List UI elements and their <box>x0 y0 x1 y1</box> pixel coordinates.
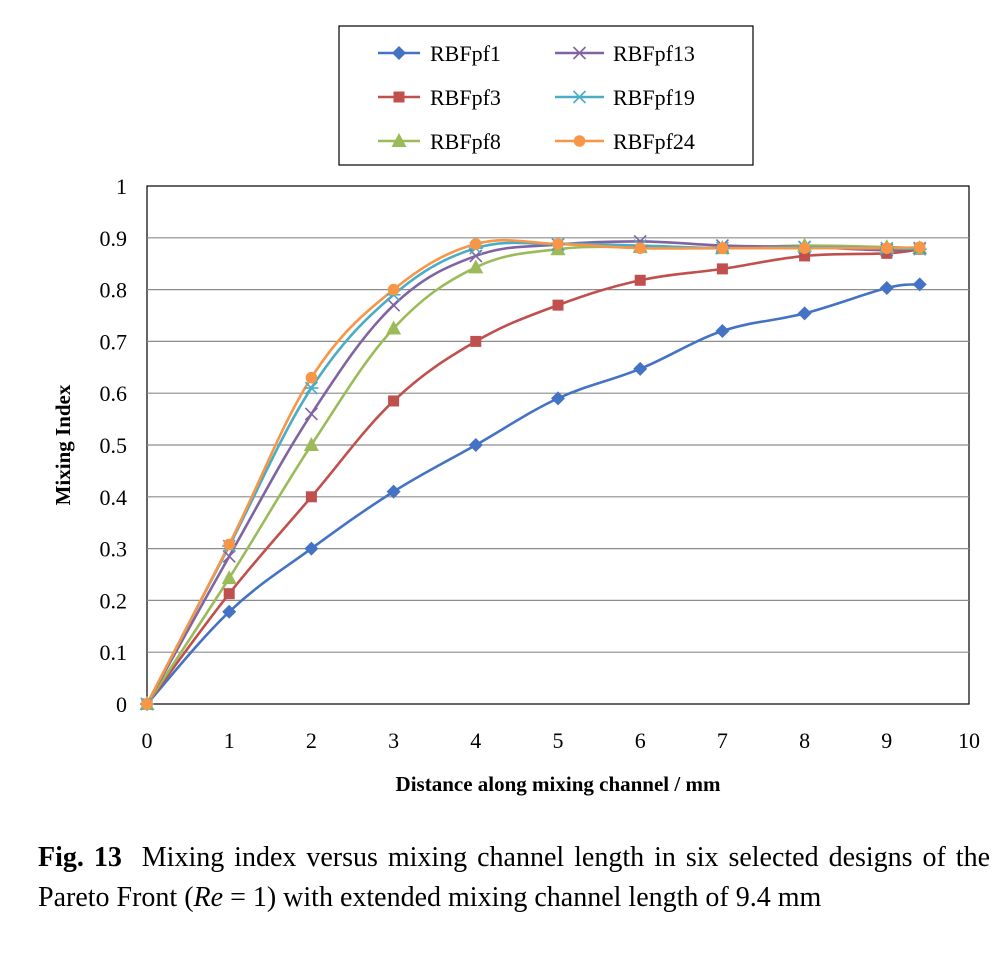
data-point-rbfpf24 <box>552 238 564 250</box>
data-point-rbfpf3 <box>223 588 235 600</box>
y-tick-label: 0.1 <box>100 640 128 665</box>
plot-area <box>139 185 970 711</box>
data-point-rbfpf8 <box>303 437 319 451</box>
legend-label: RBFpf13 <box>613 41 695 66</box>
data-point-rbfpf1 <box>304 541 319 556</box>
y-tick-label: 0.9 <box>100 226 128 251</box>
legend-item-rbfpf8: RBFpf8 <box>378 129 501 154</box>
data-point-rbfpf3 <box>470 335 482 347</box>
y-axis-title: Mixing Index <box>51 384 75 505</box>
marker-stroke <box>387 298 401 312</box>
data-point-rbfpf8 <box>221 570 237 585</box>
legend-item-rbfpf24: RBFpf24 <box>555 129 695 154</box>
data-point-rbfpf24 <box>913 241 926 253</box>
legend-marker <box>391 133 407 147</box>
legend-label: RBFpf19 <box>613 85 695 110</box>
data-point-rbfpf19 <box>304 381 319 395</box>
legend-label: RBFpf24 <box>613 129 695 154</box>
data-point-rbfpf24 <box>223 538 235 551</box>
data-point-rbfpf13 <box>387 298 401 312</box>
x-tick-label: 5 <box>553 728 564 753</box>
x-tick-label: 4 <box>470 728 481 753</box>
legend: RBFpf1 RBFpf3 RBFpf8 RBFpf13 RBFpf19 RBFpf24 <box>338 25 754 166</box>
caption-re-symbol: Re <box>193 882 224 913</box>
data-point-rbfpf1 <box>912 277 927 292</box>
data-point-rbfpf13 <box>304 407 318 421</box>
y-tick-label: 0.2 <box>100 588 128 613</box>
legend-item-rbfpf3: RBFpf3 <box>378 85 501 110</box>
data-point-rbfpf24 <box>634 242 646 254</box>
y-tick-label: 0 <box>116 692 127 717</box>
chart: RBFpf1RBFpf3RBFpf8RBFpf13RBFpf19RBFpf24 … <box>51 25 981 796</box>
y-tick-label: 0.8 <box>100 278 128 303</box>
x-tick-label: 9 <box>881 728 892 753</box>
legend-item-rbfpf19: RBFpf19 <box>555 85 695 110</box>
x-tick-label: 10 <box>958 728 980 753</box>
data-point-rbfpf1 <box>797 306 812 321</box>
data-point-rbfpf13 <box>222 549 236 563</box>
data-point-rbfpf1 <box>386 484 401 499</box>
data-point-rbfpf3 <box>552 299 564 311</box>
x-tick-label: 0 <box>142 728 153 753</box>
data-point-rbfpf1 <box>222 604 237 619</box>
marker-stroke <box>222 549 236 563</box>
x-axis-ticks: 0 1 2 3 4 5 6 7 8 9 10 <box>142 728 981 753</box>
data-point-rbfpf3 <box>634 274 646 286</box>
gridlines <box>147 237 969 653</box>
legend-label: RBFpf3 <box>430 85 501 110</box>
marker-stroke <box>572 46 587 60</box>
legend-label: RBFpf1 <box>430 41 501 66</box>
x-tick-label: 3 <box>388 728 399 753</box>
data-point-rbfpf24 <box>141 698 153 710</box>
y-tick-label: 1 <box>116 174 127 199</box>
data-point-rbfpf24 <box>716 242 729 254</box>
caption-label: Fig. 13 <box>38 842 122 873</box>
data-point-rbfpf24 <box>798 242 811 254</box>
legend-item-rbfpf1: RBFpf1 <box>378 41 501 66</box>
data-point-rbfpf1 <box>633 361 648 376</box>
data-point-rbfpf24 <box>305 371 318 384</box>
legend-marker <box>393 91 405 103</box>
caption-text-2: = 1) with extended mixing channel length… <box>223 882 822 913</box>
data-point-rbfpf24 <box>881 242 893 254</box>
legend-marker <box>572 90 587 104</box>
series-markers <box>139 234 928 711</box>
series-line-rbfpf1 <box>146 283 920 705</box>
legend-marker <box>572 46 587 60</box>
data-point-rbfpf24 <box>387 283 400 296</box>
y-tick-label: 0.5 <box>100 433 128 458</box>
marker-stroke <box>304 407 318 421</box>
data-point-rbfpf24 <box>470 238 482 250</box>
x-tick-label: 1 <box>224 728 235 753</box>
legend-marker <box>573 135 586 147</box>
data-point-rbfpf3 <box>716 263 728 275</box>
legend-marker <box>392 46 406 60</box>
data-point-rbfpf1 <box>551 391 565 406</box>
x-axis-title: Distance along mixing channel / mm <box>396 772 721 796</box>
y-tick-label: 0.6 <box>100 381 128 406</box>
legend-label: RBFpf8 <box>430 129 501 154</box>
x-tick-label: 8 <box>799 728 810 753</box>
data-point-rbfpf3 <box>305 491 317 503</box>
x-tick-label: 7 <box>717 728 728 753</box>
data-point-rbfpf8 <box>386 320 402 335</box>
y-tick-label: 0.3 <box>100 537 128 562</box>
y-tick-label: 0.7 <box>100 329 128 354</box>
data-point-rbfpf1 <box>468 438 483 452</box>
legend-item-rbfpf13: RBFpf13 <box>555 41 695 66</box>
y-tick-label: 0.4 <box>100 485 128 510</box>
figure-caption: Fig. 13 Mixing index versus mixing chann… <box>38 838 990 918</box>
data-point-rbfpf8 <box>468 259 484 274</box>
x-tick-label: 2 <box>306 728 317 753</box>
data-point-rbfpf1 <box>715 324 730 339</box>
data-point-rbfpf3 <box>388 395 400 407</box>
x-tick-label: 6 <box>635 728 646 753</box>
data-point-rbfpf3 <box>799 250 811 262</box>
y-axis-ticks: 0 0.1 0.2 0.3 0.4 0.5 0.6 0.7 0.8 0.9 1 <box>100 174 128 717</box>
data-point-rbfpf1 <box>879 281 894 296</box>
caption-text-1: Mixing index versus mixing channel lengt… <box>38 842 991 913</box>
